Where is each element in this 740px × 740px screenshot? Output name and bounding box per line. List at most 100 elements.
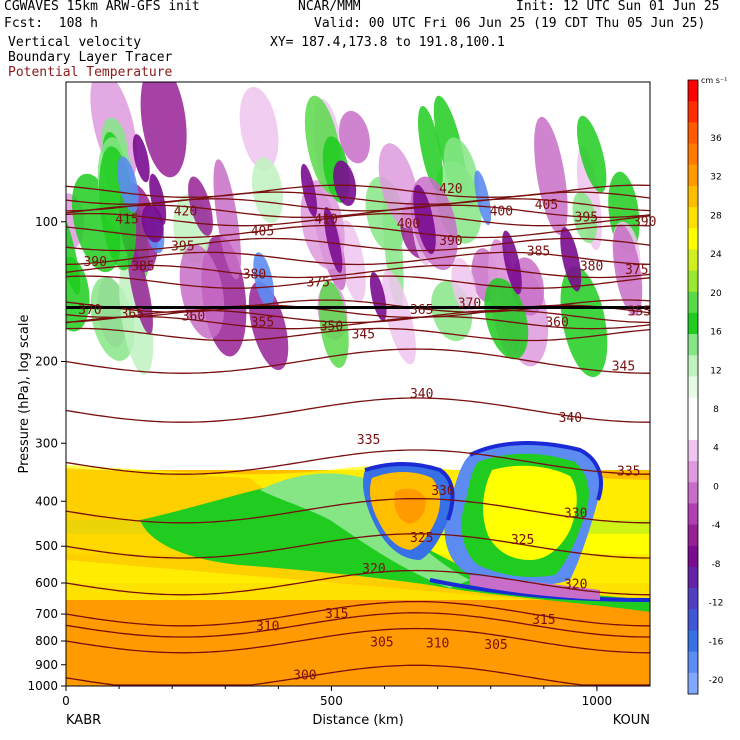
theta-label: 355: [251, 316, 274, 331]
colorbar-cell: [688, 185, 698, 208]
theta-label: 380: [580, 260, 603, 275]
w-streak: [127, 245, 153, 335]
theta-label: 395: [575, 211, 598, 226]
theta-contour-355: [66, 315, 650, 330]
colorbar-label: 16: [710, 328, 722, 338]
y-tick-label: 400: [35, 494, 58, 508]
colorbar-cell: [688, 672, 698, 695]
w-streak: [339, 220, 366, 303]
colorbar-cell: [688, 503, 698, 526]
theta-label: 325: [410, 531, 433, 546]
y-tick-label: 300: [35, 436, 58, 450]
theta-contour-330: [66, 497, 650, 524]
w-streak: [451, 258, 477, 315]
y-tick-label: 500: [35, 539, 58, 553]
axes: 0 500 1000 100 200 300 400 500 600 700 800 900 1000 D…: [17, 215, 650, 728]
tracer-plume: [483, 465, 577, 560]
theta-contour-350: [66, 327, 650, 342]
w-streak: [560, 266, 608, 378]
y-tick-label: 200: [35, 355, 58, 369]
theta-contour-315: [66, 600, 650, 627]
colorbar-label: 8: [713, 405, 719, 415]
w-streak: [318, 280, 349, 368]
colorbar-cell: [688, 228, 698, 250]
colorbar-cell: [688, 355, 698, 377]
theta-contour-390: [66, 237, 650, 252]
theta-label: 335: [357, 433, 380, 448]
theta-contour-385: [66, 251, 650, 266]
theta-contour-320: [66, 569, 650, 596]
w-core: [300, 163, 318, 217]
w-streak: [534, 116, 568, 235]
tracer-outline: [364, 462, 455, 521]
theta-label: 365: [410, 303, 433, 318]
plot-frame: [65, 81, 651, 687]
colorbar-cell: [688, 207, 698, 229]
theta-contour-305: [66, 627, 650, 654]
theta-label: 365: [121, 307, 144, 322]
x-tick-label: 500: [320, 694, 343, 708]
theta-label: 345: [612, 359, 635, 374]
colorbar-cell: [688, 418, 698, 441]
theta-label: 385: [527, 245, 550, 260]
tracer-outline: [429, 578, 650, 602]
tracer-outline: [469, 441, 603, 501]
valid-time: Valid: 00 UTC Fri 06 Jun 25 (19 CDT Thu …: [314, 16, 706, 31]
w-streak: [443, 137, 479, 209]
model-title: CGWAVES 15km ARW-GFS init: [4, 0, 200, 14]
colorbar-label: -20: [709, 676, 724, 686]
w-core: [132, 134, 150, 183]
theta-label: 415: [115, 213, 138, 228]
theta-contour-340: [66, 397, 650, 423]
theta-label: 375: [625, 263, 648, 278]
theta-contour-370: [66, 299, 650, 313]
theta-contour-300: [66, 664, 650, 686]
right-endpoint-label: KOUN: [613, 713, 650, 728]
w-streak: [248, 281, 289, 371]
theta-label: 355: [628, 304, 651, 319]
colorbar-label: 0: [713, 482, 719, 492]
w-core: [117, 156, 139, 213]
left-endpoint-label: KABR: [66, 713, 101, 728]
colorbar-cell: [688, 101, 698, 123]
w-streak: [239, 86, 279, 171]
theta-label: 320: [564, 578, 587, 593]
theta-contour-395: [66, 224, 650, 239]
theta-label: 320: [362, 562, 385, 577]
theta-label: 340: [559, 411, 582, 426]
w-core: [253, 252, 275, 308]
colorbar-cell: [688, 164, 698, 187]
theta-contour-310: [66, 612, 650, 638]
theta-label: 405: [535, 198, 558, 213]
theta-label: 335: [617, 464, 640, 479]
w-streak: [418, 106, 443, 191]
colorbar-cell: [688, 291, 698, 314]
w-core: [560, 227, 582, 292]
x-axis-label: Distance (km): [312, 713, 403, 728]
w-streak: [577, 115, 607, 193]
w-streak: [188, 176, 213, 236]
theta-label: 345: [352, 328, 375, 343]
colorbar-cell: [688, 397, 698, 420]
theta-label: 350: [320, 319, 343, 334]
w-core: [323, 206, 343, 273]
colorbar: cm s⁻¹ 36 32 28 24 20 16 12 8 4 0 -4 -8 -12 -16 -20: [687, 76, 727, 695]
theta-contour-345: [66, 348, 650, 374]
theta-label: 400: [397, 217, 420, 232]
theta-label: 310: [426, 637, 449, 652]
tracer-plume: [394, 488, 426, 524]
colorbar-label: 28: [710, 211, 722, 221]
theta-label: 390: [633, 215, 656, 230]
colorbar-cell: [688, 439, 698, 462]
colorbar-cell: [688, 524, 698, 547]
w-core: [333, 160, 357, 206]
theta-contour-380: [66, 264, 650, 279]
colorbar-cell: [688, 376, 698, 399]
w-streak: [613, 224, 643, 316]
w-streak: [66, 256, 90, 332]
colorbar-label: -8: [712, 560, 721, 570]
colorbar-cell: [688, 80, 698, 102]
colorbar-cell: [688, 545, 698, 568]
theta-label: 380: [243, 268, 266, 283]
